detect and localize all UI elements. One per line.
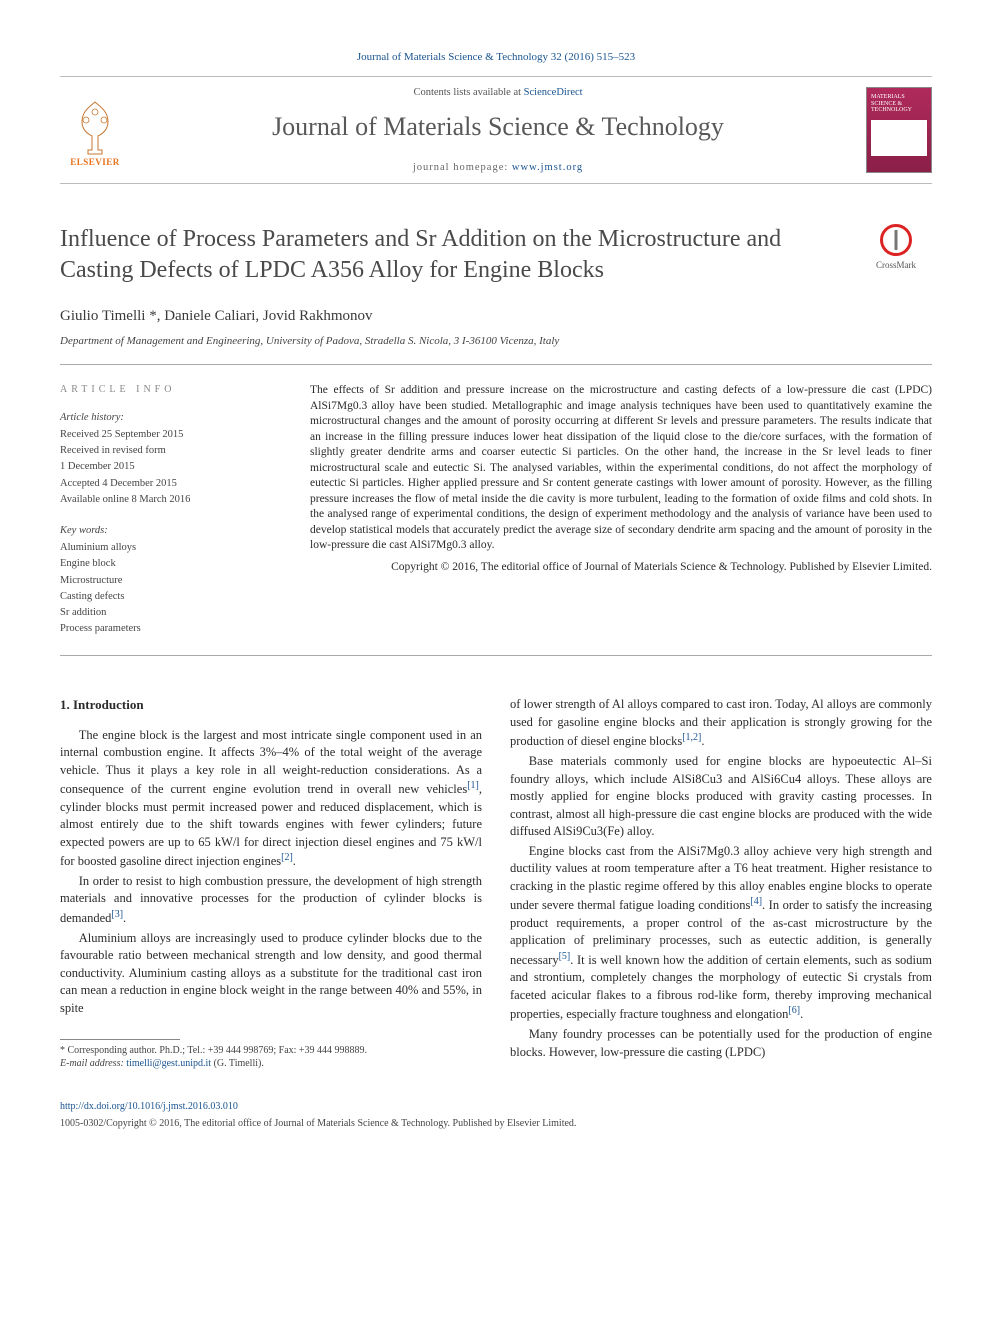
masthead: ELSEVIER Contents lists available at Sci… <box>60 76 932 184</box>
affiliation: Department of Management and Engineering… <box>60 334 932 365</box>
journal-citation: Journal of Materials Science & Technolog… <box>60 50 932 66</box>
footnote-line1: * Corresponding author. Ph.D.; Tel.: +39… <box>60 1045 367 1056</box>
history-online: Available online 8 March 2016 <box>60 492 280 507</box>
footnote-suffix: (G. Timelli). <box>211 1058 264 1069</box>
elsevier-tree-icon <box>70 100 120 156</box>
contents-prefix: Contents lists available at <box>413 87 523 98</box>
body-p7: Many foundry processes can be potentiall… <box>510 1026 932 1061</box>
journal-name: Journal of Materials Science & Technolog… <box>148 108 848 146</box>
body-p2: In order to resist to high combustion pr… <box>60 873 482 928</box>
body-p4: of lower strength of Al alloys compared … <box>510 696 932 751</box>
body-columns: 1. Introduction The engine block is the … <box>60 696 932 1070</box>
crossmark-icon <box>880 224 912 256</box>
crossmark-label: CrossMark <box>876 259 916 272</box>
keyword: Aluminium alloys <box>60 540 280 555</box>
body-p1: The engine block is the largest and most… <box>60 727 482 871</box>
elsevier-logo: ELSEVIER <box>60 91 130 169</box>
body-p3: Aluminium alloys are increasingly used t… <box>60 930 482 1018</box>
corresponding-author-footnote: * Corresponding author. Ph.D.; Tel.: +39… <box>60 1044 482 1070</box>
cover-text: MATERIALS SCIENCE & TECHNOLOGY <box>871 94 927 114</box>
author-email-link[interactable]: timelli@gest.unipd.it <box>126 1058 211 1069</box>
abstract: The effects of Sr addition and pressure … <box>310 383 932 637</box>
keyword: Sr addition <box>60 605 280 620</box>
abstract-text: The effects of Sr addition and pressure … <box>310 383 932 554</box>
crossmark-badge[interactable]: CrossMark <box>860 224 932 272</box>
keyword: Process parameters <box>60 621 280 636</box>
keyword: Casting defects <box>60 589 280 604</box>
section-heading-intro: 1. Introduction <box>60 696 482 714</box>
page-footer: http://dx.doi.org/10.1016/j.jmst.2016.03… <box>60 1100 932 1131</box>
contents-available: Contents lists available at ScienceDirec… <box>148 85 848 100</box>
history-label: Article history: <box>60 410 280 425</box>
doi-link[interactable]: http://dx.doi.org/10.1016/j.jmst.2016.03… <box>60 1101 238 1112</box>
body-p6: Engine blocks cast from the AlSi7Mg0.3 a… <box>510 843 932 1024</box>
article-info: ARTICLE INFO Article history: Received 2… <box>60 383 280 637</box>
history-revised: Received in revised form <box>60 443 280 458</box>
keywords-label: Key words: <box>60 523 280 538</box>
history-revised-date: 1 December 2015 <box>60 459 280 474</box>
homepage-link[interactable]: www.jmst.org <box>512 162 583 173</box>
copyright: Copyright © 2016, The editorial office o… <box>310 560 932 576</box>
issn-copyright: 1005-0302/Copyright © 2016, The editoria… <box>60 1117 932 1132</box>
history-received: Received 25 September 2015 <box>60 427 280 442</box>
journal-cover-thumbnail: MATERIALS SCIENCE & TECHNOLOGY <box>866 87 932 173</box>
article-title: Influence of Process Parameters and Sr A… <box>60 224 840 286</box>
journal-homepage: journal homepage: www.jmst.org <box>148 160 848 175</box>
homepage-prefix: journal homepage: <box>413 162 512 173</box>
sciencedirect-link[interactable]: ScienceDirect <box>524 87 583 98</box>
authors: Giulio Timelli *, Daniele Caliari, Jovid… <box>60 306 932 328</box>
body-p5: Base materials commonly used for engine … <box>510 753 932 841</box>
footnote-email-label: E-mail address: <box>60 1058 126 1069</box>
publisher-label: ELSEVIER <box>70 156 120 169</box>
keyword: Engine block <box>60 556 280 571</box>
keyword: Microstructure <box>60 573 280 588</box>
history-accepted: Accepted 4 December 2015 <box>60 476 280 491</box>
footnote-rule <box>60 1039 180 1040</box>
article-info-heading: ARTICLE INFO <box>60 383 280 398</box>
